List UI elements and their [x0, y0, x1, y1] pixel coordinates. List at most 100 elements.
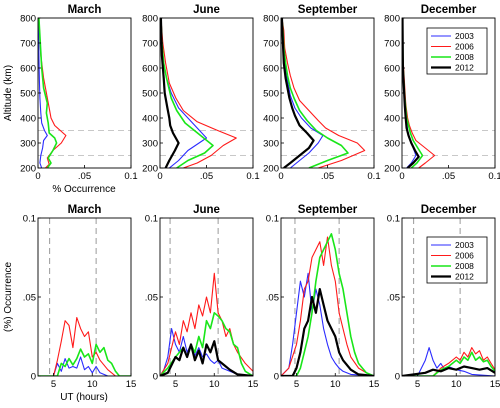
y-tick-label: 0	[395, 372, 400, 383]
x-tick-label: 10	[209, 379, 220, 390]
x-tick-label: 0.1	[124, 171, 137, 182]
x-tick-label: 15	[490, 379, 500, 390]
series-group	[160, 272, 253, 376]
x-tick-label: 10	[451, 379, 462, 390]
y-tick-label: 300	[20, 139, 36, 150]
y-tick-label: 700	[384, 39, 400, 50]
panel-title: December	[421, 4, 477, 16]
x-axis-label: % Occurrence	[52, 184, 116, 195]
series-line-2006	[160, 18, 237, 168]
y-tick-label: 700	[263, 39, 279, 50]
y-tick-label: 800	[384, 14, 400, 25]
series-group	[281, 233, 374, 376]
panel-title: December	[421, 204, 477, 216]
x-tick-label: 10	[330, 379, 341, 390]
x-tick-label: 15	[369, 379, 380, 390]
y-tick-label: 600	[384, 64, 400, 75]
x-tick-label: 15	[126, 379, 137, 390]
y-tick-label: 600	[142, 64, 158, 75]
series-group	[281, 18, 366, 168]
y-tick-label: 300	[142, 139, 158, 150]
x-tick-label: 0.1	[367, 171, 380, 182]
y-tick-label: 0.1	[266, 214, 279, 225]
x-tick-label: 10	[87, 379, 98, 390]
y-tick-label: 300	[263, 139, 279, 150]
bottom_row-panel-march: March 5 10 15 0 .05 0.1	[23, 204, 137, 390]
top_row-panel-june: June 0 .05 0.1 200 300 400 500 600 700 800	[142, 4, 259, 182]
x-tick-label: .05	[78, 171, 91, 182]
x-tick-label: 5	[51, 379, 56, 390]
legend-label-2006: 2006	[455, 42, 474, 52]
series-group	[38, 18, 67, 168]
x-tick-label: 0	[278, 171, 283, 182]
legend-label-2012: 2012	[455, 272, 474, 282]
series-line-2012	[160, 18, 180, 168]
series-group	[402, 18, 436, 168]
y-tick-label: 500	[263, 89, 279, 100]
series-line-2012	[160, 340, 253, 376]
legend-label-2003: 2003	[455, 240, 474, 250]
y-tick-label: .05	[145, 293, 158, 304]
panel-title: March	[68, 204, 102, 216]
series-line-2006	[281, 18, 366, 168]
panel-title: September	[298, 4, 358, 16]
bottom_row-panel-june: June 5 10 15 0 .05 0.1	[145, 204, 259, 390]
panel-title: June	[193, 4, 220, 16]
y-axis-label: (%) Occurrence	[3, 262, 14, 332]
y-tick-label: 0.1	[23, 214, 36, 225]
y-tick-label: 600	[263, 64, 279, 75]
y-tick-label: .05	[266, 293, 279, 304]
y-tick-label: 800	[20, 14, 36, 25]
series-group	[402, 347, 495, 376]
panel-title: June	[193, 204, 220, 216]
axes-box	[37, 217, 132, 377]
x-tick-label: 5	[415, 379, 420, 390]
y-tick-label: 700	[142, 39, 158, 50]
y-tick-label: 500	[142, 89, 158, 100]
y-tick-label: 0	[274, 372, 279, 383]
series-line-2003	[160, 328, 253, 376]
x-tick-label: 5	[173, 379, 178, 390]
y-tick-label: 0.1	[145, 214, 158, 225]
x-tick-label: 0	[399, 171, 404, 182]
legend-label-2008: 2008	[455, 52, 474, 62]
y-tick-label: 200	[384, 164, 400, 175]
y-axis-label: Altitude (km)	[3, 65, 14, 121]
y-tick-label: 200	[20, 164, 36, 175]
series-line-2008	[402, 351, 495, 376]
y-tick-label: 700	[20, 39, 36, 50]
x-tick-label: 0.1	[488, 171, 500, 182]
series-line-2008	[281, 233, 374, 376]
axes-box	[37, 17, 132, 169]
series-line-2012	[281, 288, 374, 376]
bottom_row-panel-december: December 5 10 15 0 .05 0.1	[387, 204, 500, 390]
series-line-2003	[38, 18, 48, 168]
top_row-panel-december: December 0 .05 0.1 200 300 400 500 600 700 800	[384, 4, 500, 182]
y-tick-label: 500	[20, 89, 36, 100]
y-tick-label: 400	[263, 114, 279, 125]
legend-label-2012: 2012	[455, 63, 474, 73]
series-line-2008	[38, 18, 58, 168]
panel-title: March	[68, 4, 102, 16]
y-tick-label: 0	[31, 372, 36, 383]
top_row-panel-march: March 0 .05 0.1 200 300 400 500 600 700 800	[20, 4, 137, 182]
bottom_row-panel-september: September 5 10 15 0 .05 0.1	[266, 204, 380, 390]
x-tick-label: .05	[321, 171, 334, 182]
y-tick-label: 500	[384, 89, 400, 100]
legend-label-2008: 2008	[455, 261, 474, 271]
series-line-2012	[281, 18, 315, 168]
series-line-2003	[402, 347, 495, 376]
series-line-2006	[38, 316, 131, 376]
top_row-panel-september: September 0 .05 0.1 200 300 400 500 600 700 800	[263, 4, 380, 182]
series-line-2012	[402, 365, 495, 376]
x-tick-label: 0	[157, 171, 162, 182]
y-tick-label: 800	[263, 14, 279, 25]
series-line-2008	[160, 18, 214, 168]
series-group	[160, 18, 237, 168]
y-tick-label: 400	[20, 114, 36, 125]
x-tick-label: 0.1	[246, 171, 259, 182]
panel-title: September	[298, 204, 358, 216]
